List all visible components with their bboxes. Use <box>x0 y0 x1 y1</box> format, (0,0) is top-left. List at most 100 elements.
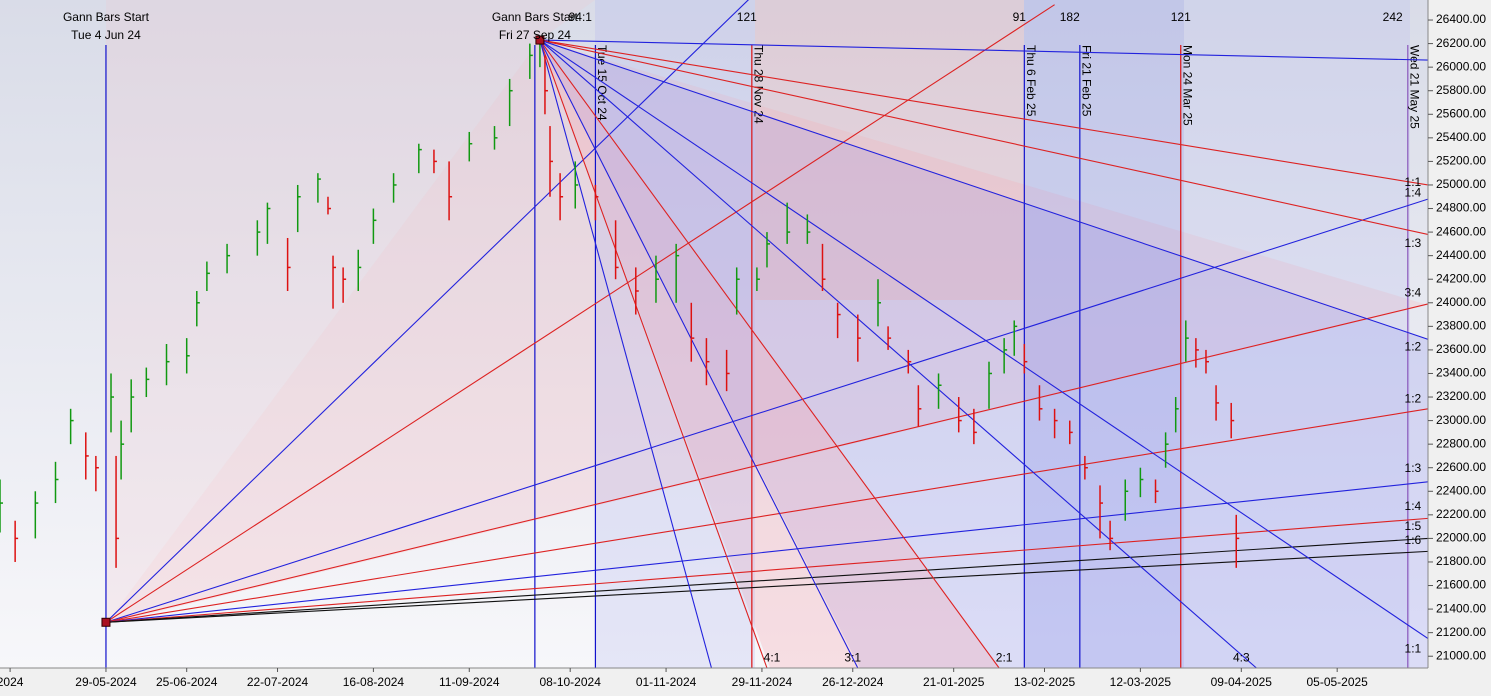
x-tick-label: 26-12-2024 <box>822 675 884 689</box>
x-tick-label: 08-10-2024 <box>539 675 601 689</box>
time-label: Fri 21 Feb 25 <box>1080 45 1094 117</box>
fan-line <box>105 4 1055 623</box>
y-tick-label: 22400.00 <box>1436 483 1486 497</box>
fan-line <box>105 198 1428 623</box>
y-tick-label: 25000.00 <box>1436 177 1486 191</box>
count-label: 94:1 <box>569 10 593 24</box>
y-axis-area <box>1428 0 1491 696</box>
fan-line <box>539 39 1428 640</box>
time-shade <box>755 0 1024 300</box>
ratio-label: 1:3 <box>1405 236 1422 250</box>
y-tick-label: 24000.00 <box>1436 295 1486 309</box>
fan-shade <box>106 0 595 624</box>
ratio-label: 3:4 <box>1405 286 1422 300</box>
fan-line <box>105 303 1428 623</box>
start-date: Tue 4 Jun 24 <box>71 28 141 42</box>
y-tick-label: 21000.00 <box>1436 648 1486 662</box>
y-tick-label: 25800.00 <box>1436 83 1486 97</box>
time-label: Tue 15 Oct 24 <box>595 45 609 121</box>
ratio-label: 1:2 <box>1405 340 1422 354</box>
y-tick-label: 24400.00 <box>1436 248 1486 262</box>
fan-shade <box>106 40 1428 624</box>
x-tick-label: 01-11-2024 <box>636 675 697 689</box>
x-axis-area <box>0 668 1428 696</box>
shading <box>106 0 1428 668</box>
fan-line <box>539 39 1428 61</box>
time-label: Wed 21 May 25 <box>1408 45 1422 129</box>
ratio-label: 1:1 <box>1405 641 1422 655</box>
y-tick-label: 23600.00 <box>1436 342 1486 356</box>
y-tick-label: 23200.00 <box>1436 389 1486 403</box>
x-tick-label: 11-09-2024 <box>439 675 500 689</box>
y-tick-label: 22200.00 <box>1436 507 1486 521</box>
fan-line <box>539 39 859 668</box>
x-tick-label: 21-01-2025 <box>923 675 985 689</box>
y-tick-label: 21400.00 <box>1436 601 1486 615</box>
axes: 21000.00 21200.00 21400.00 21600.00 21800.00… <box>0 12 1486 689</box>
fan-line <box>539 39 713 668</box>
fan-line <box>105 408 1428 623</box>
y-tick-label: 24800.00 <box>1436 201 1486 215</box>
start-title: Gann Bars Start <box>492 10 579 24</box>
y-tick-label: 21800.00 <box>1436 554 1486 568</box>
y-tick-label: 21600.00 <box>1436 578 1486 592</box>
plot-background <box>0 0 1428 668</box>
y-tick-label: 23000.00 <box>1436 413 1486 427</box>
ratio-label: 1:4 <box>1405 499 1422 513</box>
ratio-label: 4:1 <box>764 651 781 665</box>
fan-line <box>105 537 1428 623</box>
start-title: Gann Bars Start <box>63 10 150 24</box>
y-tick-label: 26000.00 <box>1436 59 1486 73</box>
x-tick-label: 2024 <box>0 675 24 689</box>
ratio-label: 1:5 <box>1405 519 1422 533</box>
fan-line <box>105 517 1428 623</box>
fan-line <box>539 39 1000 668</box>
ratio-label: 2:1 <box>996 651 1013 665</box>
ratio-label: 1:1 <box>1405 175 1422 189</box>
plot: Tue 15 Oct 24 Thu 28 Nov 24 Thu 6 Feb 25 Fr… <box>0 0 1428 668</box>
time-label: Thu 6 Feb 25 <box>1024 45 1038 117</box>
x-tick-label: 09-04-2025 <box>1211 675 1273 689</box>
x-tick-label: 29-11-2024 <box>732 675 793 689</box>
x-tick-label: 16-08-2024 <box>343 675 405 689</box>
x-tick-label: 13-02-2025 <box>1014 675 1076 689</box>
y-tick-label: 26200.00 <box>1436 36 1486 50</box>
ratio-label: 1:3 <box>1405 461 1422 475</box>
fan-line <box>539 39 1257 668</box>
y-tick-label: 21200.00 <box>1436 625 1486 639</box>
x-tick-label: 25-06-2024 <box>156 675 218 689</box>
fan-line <box>105 550 1428 623</box>
fan-line <box>539 39 1428 340</box>
fan-shade <box>540 40 1428 668</box>
y-tick-label: 26400.00 <box>1436 12 1486 26</box>
fan-origin <box>535 35 545 45</box>
y-tick-label: 22000.00 <box>1436 531 1486 545</box>
count-label: 242 <box>1383 10 1403 24</box>
y-tick-label: 23800.00 <box>1436 319 1486 333</box>
x-tick-label: 29-05-2024 <box>75 675 137 689</box>
x-tick-label: 22-07-2024 <box>247 675 309 689</box>
time-label: Mon 24 Mar 25 <box>1181 45 1195 126</box>
y-tick-label: 22800.00 <box>1436 436 1486 450</box>
count-label: 182 <box>1060 10 1080 24</box>
fan-line <box>539 39 768 668</box>
y-tick-label: 24200.00 <box>1436 271 1486 285</box>
count-label: 121 <box>737 10 757 24</box>
count-label: 91 <box>1013 10 1027 24</box>
time-shade <box>1024 0 1184 668</box>
fan-line <box>539 39 1428 186</box>
time-shade <box>1184 0 1410 668</box>
ratio-label: 1:2 <box>1405 392 1422 406</box>
ratio-label: 4:3 <box>1233 651 1250 665</box>
ratio-label: 1:4 <box>1405 185 1422 199</box>
fan-line <box>105 481 1428 623</box>
start-date: Fri 27 Sep 24 <box>499 28 571 42</box>
ratio-label: 1:6 <box>1405 533 1422 547</box>
y-tick-label: 25600.00 <box>1436 106 1486 120</box>
fan-line <box>539 39 1428 235</box>
y-tick-label: 22600.00 <box>1436 460 1486 474</box>
y-tick-label: 23400.00 <box>1436 366 1486 380</box>
x-tick-label: 05-05-2025 <box>1306 675 1368 689</box>
time-label: Thu 28 Nov 24 <box>752 45 766 124</box>
